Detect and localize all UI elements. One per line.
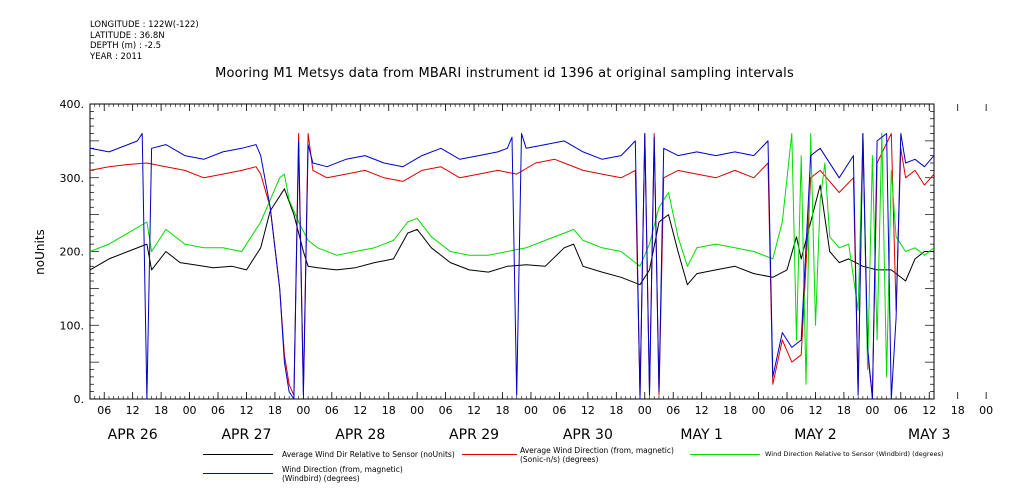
x-tick-label: 06 (780, 404, 794, 417)
x-day-label: MAY 3 (908, 427, 950, 443)
x-tick-label: 06 (894, 404, 908, 417)
x-day-label: APR 28 (335, 427, 385, 443)
longitude-label: LONGITUDE : 122W(-122) (90, 20, 199, 30)
y-tick-label: 100. (60, 319, 85, 332)
x-tick-label: 18 (382, 404, 396, 417)
legend-swatch-green (690, 454, 760, 455)
x-tick-label: 00 (410, 404, 424, 417)
chart-title: Mooring M1 Metsys data from MBARI instru… (215, 66, 794, 81)
y-tick-label: 200. (60, 246, 85, 259)
x-tick-label: 12 (353, 404, 367, 417)
chart-axes: 06 12 18 00 06 12 18 00 06 12 18 00 06 12 18 00 06 12 18 00… (60, 98, 994, 443)
legend-swatch-red (462, 454, 517, 455)
x-tick-label: 00 (865, 404, 879, 417)
x-tick-label: 12 (581, 404, 595, 417)
x-day-label: APR 27 (221, 427, 271, 443)
legend-swatch-black (203, 454, 273, 455)
x-tick-label: 00 (752, 404, 766, 417)
y-tick-label: 300. (60, 172, 85, 185)
x-tick-label: 12 (126, 404, 140, 417)
series-line-2 (89, 133, 935, 396)
x-tick-label: 12 (239, 404, 253, 417)
plot-lines (89, 133, 935, 400)
x-tick-label: 12 (808, 404, 822, 417)
x-tick-label: 18 (837, 404, 851, 417)
legend-entry-4: Wind Direction (from, magnetic) (Windbir… (282, 465, 403, 483)
legend-entry-3: Wind Direction Relative to Sensor (Windb… (765, 450, 944, 458)
metadata-block: LONGITUDE : 122W(-122) LATITUDE : 36.8N … (90, 20, 199, 62)
x-tick-label: 06 (552, 404, 566, 417)
latitude-label: LATITUDE : 36.8N (90, 30, 165, 41)
x-day-label: APR 30 (563, 427, 613, 443)
x-tick-label: 00 (979, 404, 993, 417)
x-tick-label: 00 (524, 404, 538, 417)
x-day-label: APR 29 (449, 427, 499, 443)
x-tick-label: 06 (211, 404, 225, 417)
x-day-label: MAY 2 (794, 427, 836, 443)
x-tick-label: 18 (609, 404, 623, 417)
x-tick-label: 00 (296, 404, 310, 417)
x-tick-label: 00 (638, 404, 652, 417)
x-tick-label: 18 (496, 404, 510, 417)
x-tick-label: 12 (922, 404, 936, 417)
y-tick-label: 400. (60, 98, 85, 111)
legend-entry-1: Average Wind Dir Relative to Sensor (noU… (282, 450, 455, 459)
x-tick-label: 00 (183, 404, 197, 417)
y-tick-label: 0. (74, 393, 85, 406)
x-tick-label: 18 (268, 404, 282, 417)
series-line-3 (89, 133, 935, 385)
legend-swatch-blue (203, 473, 273, 474)
series-line-4 (89, 133, 935, 400)
y-axis-label: noUnits (33, 229, 47, 275)
x-tick-label: 18 (154, 404, 168, 417)
x-tick-label: 06 (666, 404, 680, 417)
x-tick-label: 12 (695, 404, 709, 417)
x-day-label: APR 26 (108, 427, 158, 443)
x-tick-label: 06 (439, 404, 453, 417)
x-tick-label: 12 (467, 404, 481, 417)
x-day-label: MAY 1 (680, 427, 722, 443)
x-tick-label: 18 (723, 404, 737, 417)
legend-entry-2: Average Wind Direction (from, magnetic) … (520, 446, 674, 464)
x-tick-label: 06 (97, 404, 111, 417)
year-label: YEAR : 2011 (90, 51, 143, 62)
depth-label: DEPTH (m) : -2.5 (90, 41, 162, 51)
x-tick-label: 06 (325, 404, 339, 417)
series-line-1 (89, 184, 934, 286)
x-tick-label: 18 (951, 404, 965, 417)
